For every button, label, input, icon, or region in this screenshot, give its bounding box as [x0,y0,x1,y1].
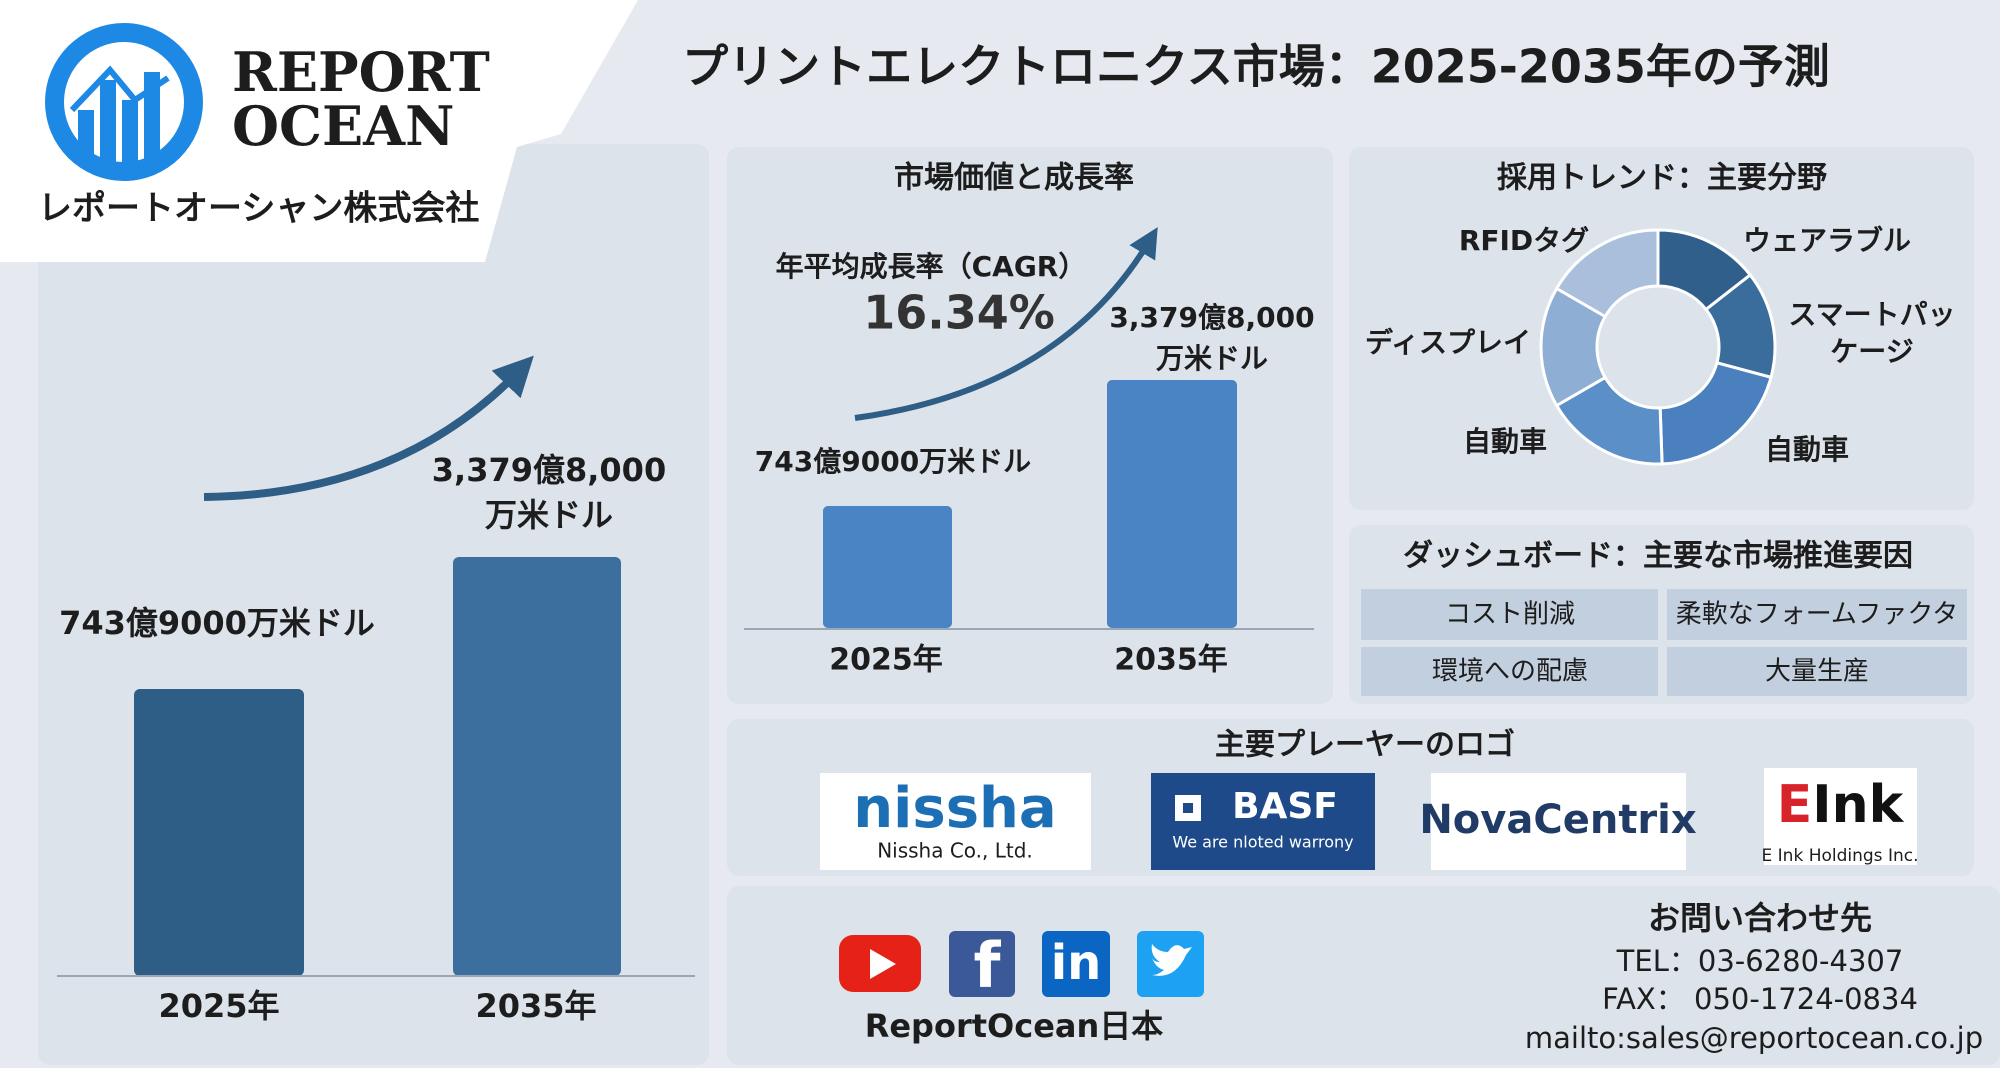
panel-title: 主要プレーヤーのロゴ [1215,728,1515,763]
logo-text: REPORT [232,40,490,104]
logo-sub: We are nloted warrony [1172,833,1353,852]
driver-text: 大量生産 [1765,657,1869,687]
bar-label: 万米ドル [1156,342,1268,375]
segment-label: ケージ [1830,335,1913,368]
trend-panel [1349,147,1974,510]
logo-box [820,773,1091,870]
bar-label: 万米ドル [485,496,613,534]
panel-title: 採用トレンド：主要分野 [1497,161,1827,196]
driver-cell [1361,589,1658,640]
donut [1539,228,1777,466]
donut-segment [1658,360,1773,466]
linkedin-icon[interactable]: in [1042,931,1110,997]
logo-box [1151,773,1375,870]
logo-text: OCEAN [232,94,454,158]
panel-title: 市場価値と成長率 [894,161,1134,196]
x-label: 2025年 [829,643,943,678]
logo-sub: Nissha Co., Ltd. [877,839,1033,863]
logo-box [1431,773,1686,870]
company-name: レポートオーシャン株式会社 [38,189,479,229]
contact-fax: FAX： 050-1724-0834 [1602,982,1918,1016]
bar [134,689,304,976]
driver-cell [1667,589,1967,640]
bar [1107,380,1237,628]
eink-e: E [1777,775,1813,835]
segment-label: 自動車 [1463,425,1547,458]
bar [823,506,952,628]
x-label: 2035年 [475,987,596,1025]
driver-text: コスト削減 [1445,600,1575,630]
facebook-icon[interactable]: f [949,929,1015,1002]
linkedin-glyph: in [1051,935,1102,991]
bar-label: 743億9000万米ドル [59,604,375,642]
twitter-icon[interactable] [1137,931,1204,997]
growth-arrow [854,227,1158,421]
bar-label: 3,379億8,000 [1109,301,1314,334]
growth-arrow [203,355,534,501]
contact-heading: お問い合わせ先 [1648,899,1872,937]
logo-novacentrix: NovaCentrix [1419,797,1697,843]
segment-label: ウェアラブル [1743,224,1911,257]
contact-panel [727,886,2000,1065]
logo-nissha: nissha [853,776,1056,841]
panel-title: ダッシュボード：主要な市場推進要因 [1403,539,1913,574]
logo-basf: BASF [1232,786,1338,827]
segment-label: スマートパッ [1788,298,1955,331]
eink-rest: Ink [1812,775,1904,835]
page-title: プリントエレクトロニクス市場：2025-2035年の予測 [682,40,1830,94]
youtube-icon[interactable] [839,935,921,992]
growth-panel [727,147,1333,704]
segment-label: ディスプレイ [1365,326,1531,359]
logo-box [1764,768,1917,865]
logo-eink: EInk [1777,775,1905,835]
logo-icon [45,23,203,181]
cagr-label: 年平均成長率（CAGR） [776,250,1087,283]
donut-segment [1554,228,1660,319]
growth-chart: 市場価値と成長率 年平均成長率（CAGR） 16.34% 743億9000万米ド… [744,161,1315,678]
driver-text: 柔軟なフォームファクタ [1676,600,1959,630]
x-label: 2035年 [1114,643,1228,678]
left-chart: 743億9000万米ドル 3,379億8,000 万米ドル 2025年 2035… [57,355,695,1025]
basf-square [1183,803,1193,813]
bar-label: 743億9000万米ドル [755,445,1031,478]
segment-label: RFIDタグ [1459,224,1589,257]
bar [453,557,621,976]
logo-sub: E Ink Holdings Inc. [1762,846,1919,866]
x-label: 2025年 [158,987,279,1025]
facebook-glyph: f [974,929,1002,1002]
contact-mail[interactable]: mailto:sales@reportocean.co.jp [1525,1021,1983,1055]
brand-name: ReportOcean日本 [865,1007,1164,1045]
driver-cell [1667,647,1967,696]
cagr-value: 16.34% [863,286,1055,340]
contact-tel: TEL：03-6280-4307 [1616,944,1904,978]
driver-cell [1361,647,1658,696]
segment-label: 自動車 [1765,433,1849,466]
driver-text: 環境への配慮 [1432,657,1588,687]
bar-label: 3,379億8,000 [432,451,666,489]
